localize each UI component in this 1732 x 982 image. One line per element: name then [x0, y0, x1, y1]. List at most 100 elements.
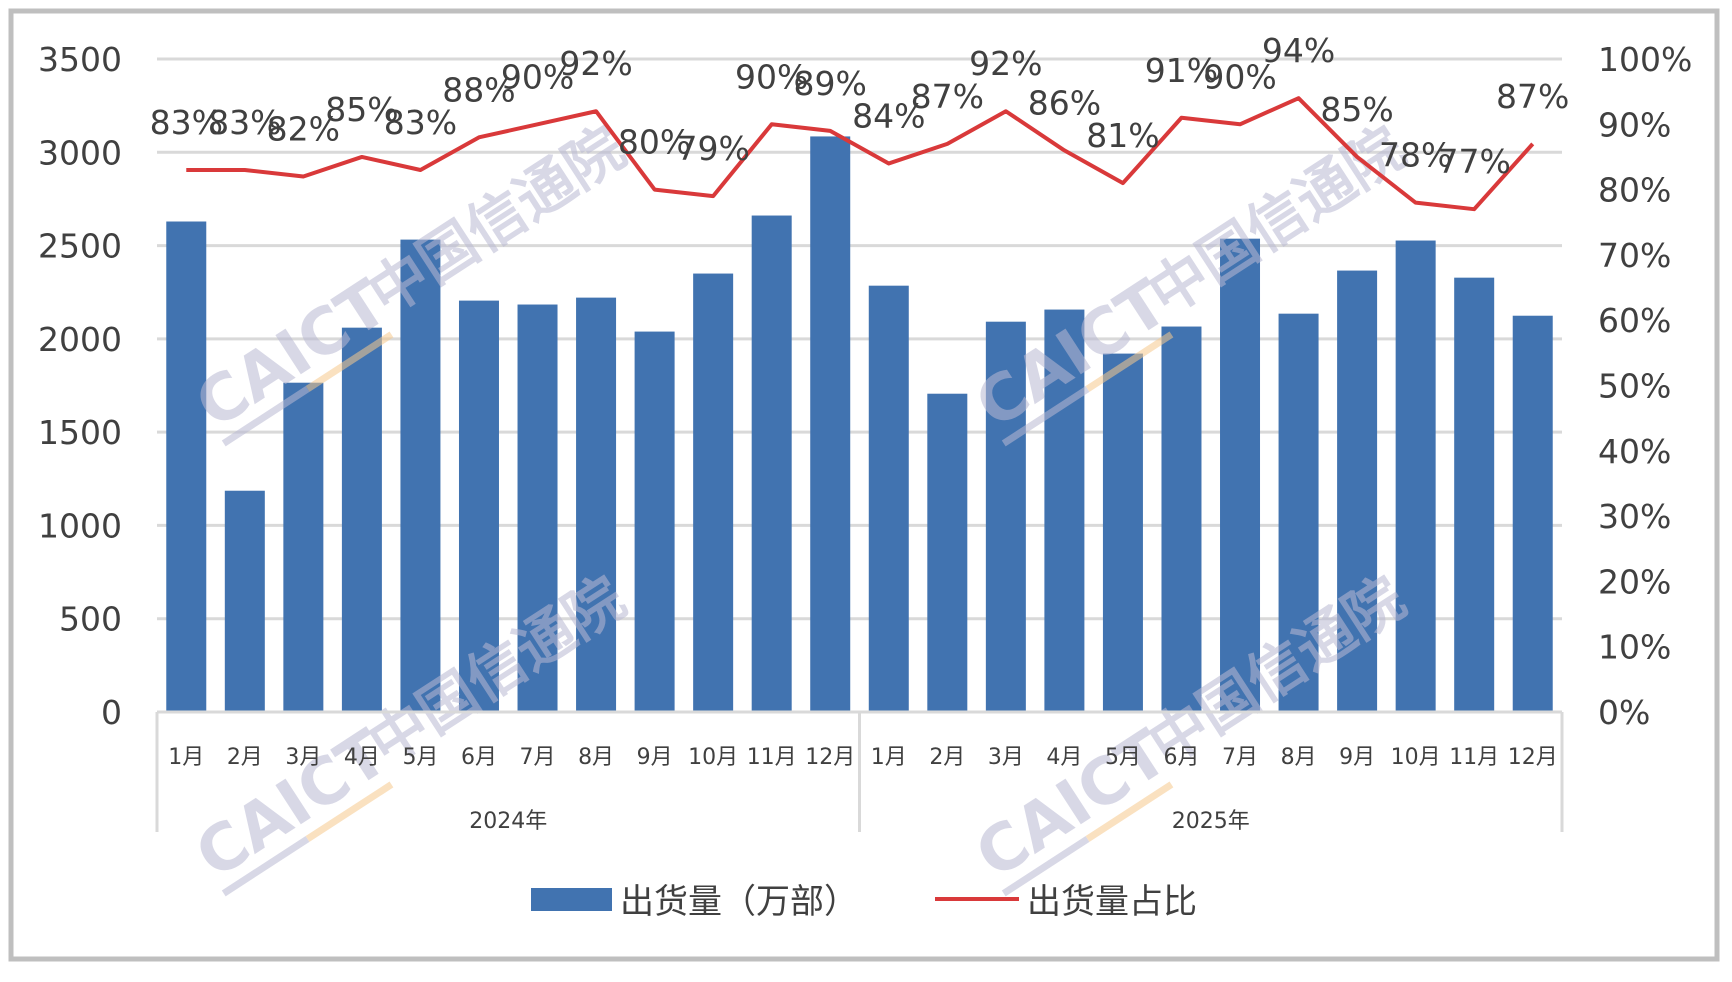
y2-tick-label: 20%: [1598, 562, 1671, 601]
line-data-label: 88%: [442, 70, 515, 109]
x-tick-label: 5月: [1105, 745, 1141, 770]
x-group-label: 2025年: [1172, 809, 1250, 834]
bar: [341, 327, 382, 712]
legend-bar-swatch-icon: [531, 888, 612, 911]
line-data-label: 85%: [1320, 90, 1393, 129]
x-tick-label: 10月: [688, 745, 738, 770]
line-data-label: 80%: [618, 123, 691, 162]
line-data-label: 90%: [501, 57, 574, 96]
line-data-label: 92%: [559, 44, 632, 83]
x-tick-label: 11月: [1449, 745, 1499, 770]
x-tick-label: 10月: [1391, 745, 1441, 770]
data-labels: 83%83%82%85%83%88%90%92%80%79%90%89%84%8…: [150, 31, 1570, 181]
bar: [1512, 315, 1553, 712]
bar: [1395, 240, 1436, 712]
share-line: [186, 96, 1535, 212]
x-tick-label: 2月: [227, 745, 263, 770]
x-tick-label: 2月: [929, 745, 965, 770]
watermark-underline: [1001, 386, 1090, 447]
y2-tick-label: 70%: [1598, 236, 1671, 275]
bar: [1161, 326, 1202, 712]
bar: [1337, 270, 1378, 712]
x-tick-label: 5月: [402, 745, 438, 770]
bar: [927, 393, 968, 712]
y-axis-left: 0 500 1000 1500 2000 2500 3000 3500: [38, 40, 122, 732]
line-data-label: 90%: [1203, 57, 1276, 96]
legend: 出货量（万部） 出货量占比: [531, 882, 1197, 922]
line-data-label: 92%: [969, 44, 1042, 83]
y-tick-label: 1500: [38, 413, 122, 452]
line-data-label: 94%: [1262, 31, 1335, 70]
y2-tick-label: 10%: [1598, 628, 1671, 667]
watermark-underline-accent: [305, 781, 394, 842]
bar: [283, 382, 324, 712]
x-tick-label: 3月: [285, 745, 321, 770]
x-tick-label: 12月: [805, 745, 855, 770]
watermark-underline: [221, 386, 310, 447]
x-tick-label: 8月: [1281, 745, 1317, 770]
y-tick-label: 0: [101, 693, 122, 732]
x-tick-label: 11月: [747, 745, 797, 770]
line-data-label: 82%: [267, 110, 340, 149]
legend-item-bar[interactable]: 出货量（万部）: [531, 882, 858, 922]
x-tick-label: 4月: [344, 745, 380, 770]
x-tick-label: 8月: [578, 745, 614, 770]
y-axis-right: 0% 10% 20% 30% 40% 50% 60% 70% 80% 90% 100%: [1598, 40, 1692, 732]
y2-tick-label: 60%: [1598, 301, 1671, 340]
bar: [1278, 313, 1319, 712]
bar: [1102, 353, 1143, 712]
x-tick-label: 6月: [461, 745, 497, 770]
watermark-underline: [1001, 836, 1090, 897]
bar: [576, 297, 617, 712]
line-data-label: 78%: [1379, 136, 1452, 175]
x-tick-label: 9月: [637, 745, 673, 770]
bar: [458, 300, 499, 712]
y2-tick-label: 0%: [1598, 693, 1650, 732]
gridlines: [157, 57, 1562, 621]
line-data-label: 90%: [735, 57, 808, 96]
line-data-label: 85%: [325, 90, 398, 129]
bar: [634, 331, 675, 712]
x-tick-label: 7月: [520, 745, 556, 770]
x-axis: 1月 2月 3月 4月 5月 6月 7月 8月 9月 10月 11月 12月 1月 2月 3月 4月 5月 6月 7…: [155, 710, 1564, 834]
watermark-underline-accent: [1085, 781, 1174, 842]
x-tick-label: 6月: [1163, 745, 1199, 770]
x-tick-label: 1月: [168, 745, 204, 770]
x-tick-label: 7月: [1222, 745, 1258, 770]
x-group-label: 2024年: [469, 809, 547, 834]
legend-bar-label: 出货量（万部）: [620, 882, 858, 922]
line-data-label: 79%: [676, 129, 749, 168]
bar: [224, 490, 265, 712]
bar: [1044, 309, 1085, 712]
bar: [400, 239, 441, 712]
y2-tick-label: 90%: [1598, 105, 1671, 144]
line-data-label: 83%: [208, 103, 281, 142]
x-tick-label: 12月: [1508, 745, 1558, 770]
line-data-label: 86%: [1028, 83, 1101, 122]
bar: [517, 304, 558, 712]
bar: [868, 285, 909, 712]
y2-tick-label: 50%: [1598, 367, 1671, 406]
line-data-label: 84%: [852, 96, 925, 135]
line-data-label: 83%: [384, 103, 457, 142]
y2-tick-label: 30%: [1598, 497, 1671, 536]
watermark-underline-accent: [1085, 331, 1174, 392]
line-data-label: 83%: [150, 103, 223, 142]
y2-tick-label: 100%: [1598, 40, 1692, 79]
watermark-underline-accent: [305, 331, 394, 392]
y-tick-label: 3000: [38, 133, 122, 172]
y2-tick-label: 40%: [1598, 432, 1671, 471]
line-data-label: 77%: [1438, 142, 1511, 181]
line-data-label: 89%: [794, 64, 867, 103]
x-tick-label: 1月: [871, 745, 907, 770]
legend-item-line[interactable]: 出货量占比: [935, 882, 1197, 922]
y-tick-label: 1000: [38, 506, 122, 545]
y-tick-label: 3500: [38, 40, 122, 79]
y-tick-label: 500: [59, 600, 122, 639]
line-series: [186, 96, 1535, 212]
legend-line-label: 出货量占比: [1027, 882, 1197, 922]
line-data-label: 87%: [911, 77, 984, 116]
bar: [693, 273, 734, 712]
